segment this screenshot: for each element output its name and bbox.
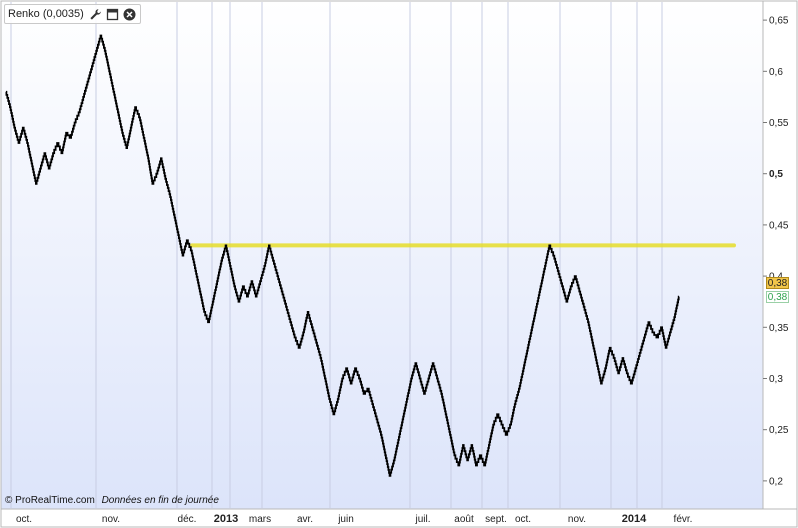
x-axis: oct. nov. déc. 2013 mars avr. juin juil. août sep… (16, 513, 693, 525)
y-tick-label: 0,5 (769, 169, 783, 180)
y-tick-label: 0,6 (769, 67, 783, 78)
x-axis-strip (0, 508, 798, 528)
x-tick-label: mars (249, 514, 271, 525)
indicator-title-bar: Renko (0,0035) (4, 4, 141, 24)
x-tick-label: 2014 (622, 513, 647, 525)
y-tick-label: 0,3 (769, 374, 783, 385)
y-tick-label: 0,55 (769, 118, 789, 129)
reference-value-badge: 0,38 (766, 291, 789, 303)
close-icon[interactable] (123, 7, 137, 21)
y-tick-label: 0,45 (769, 220, 789, 231)
x-tick-label: oct. (16, 514, 32, 525)
y-tick-label: 0,2 (769, 476, 783, 487)
y-tick-label: 0,25 (769, 425, 789, 436)
footer: © ProRealTime.com Données en fin de jour… (5, 495, 219, 506)
y-tick-label: 0,35 (769, 323, 789, 334)
grid-lines (10, 2, 663, 508)
x-tick-label: avr. (297, 514, 313, 525)
data-note: Données en fin de journée (101, 495, 219, 506)
chart-title: Renko (0,0035) (8, 8, 84, 20)
y-tick-label: 0,65 (769, 16, 789, 27)
x-tick-label: juin (337, 514, 354, 525)
x-tick-label: sept. (485, 514, 507, 525)
copyright-text: © ProRealTime.com (5, 495, 95, 506)
maximize-icon[interactable] (106, 7, 120, 21)
x-tick-label: déc. (178, 514, 197, 525)
axis-background (762, 0, 798, 510)
x-tick-label: févr. (674, 514, 693, 525)
x-tick-label: oct. (515, 514, 531, 525)
wrench-icon[interactable] (89, 7, 103, 21)
x-tick-label: août (454, 514, 474, 525)
x-tick-label: nov. (568, 514, 586, 525)
last-value-badge: 0,38 (766, 277, 789, 289)
x-tick-label: nov. (102, 514, 120, 525)
plot-background (0, 0, 764, 510)
x-tick-label: 2013 (214, 513, 238, 525)
x-tick-label: juil. (414, 514, 430, 525)
series-line (5, 34, 680, 477)
